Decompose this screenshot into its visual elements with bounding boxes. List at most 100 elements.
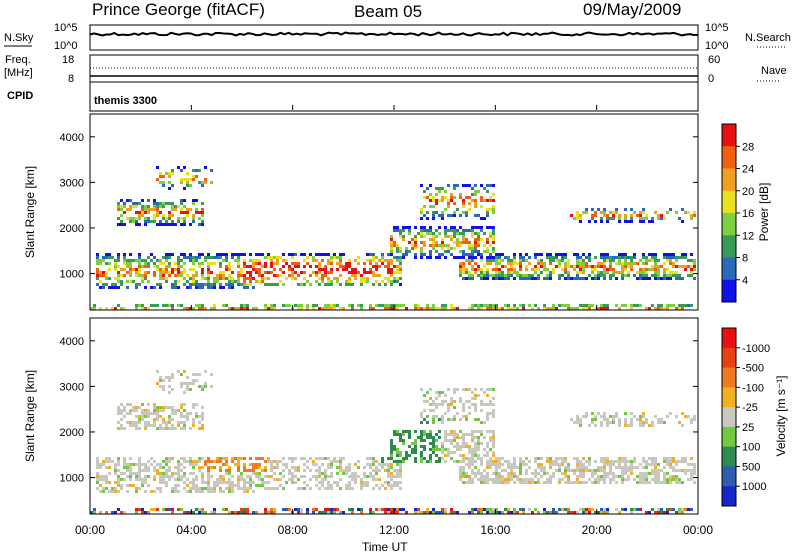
velocity-cell	[603, 508, 606, 511]
velocity-cell	[630, 472, 633, 475]
power-cell	[159, 175, 162, 178]
velocity-cell	[252, 490, 255, 493]
power-cell	[390, 244, 393, 247]
velocity-cell	[159, 406, 162, 409]
power-cell	[123, 268, 126, 271]
velocity-cell	[615, 508, 618, 511]
power-cell	[570, 214, 573, 217]
velocity-cell	[408, 433, 411, 436]
velocity-cell	[612, 418, 615, 421]
velocity-cell	[162, 475, 165, 478]
velocity-cell	[390, 484, 393, 487]
velocity-cell	[213, 511, 216, 514]
power-cell	[387, 271, 390, 274]
power-cell	[594, 307, 597, 310]
power-cell	[126, 259, 129, 262]
power-cell	[462, 277, 465, 280]
velocity-cell	[237, 511, 240, 514]
velocity-cell	[192, 466, 195, 469]
power-cell	[453, 256, 456, 259]
velocity-cell	[534, 472, 537, 475]
power-cell	[558, 262, 561, 265]
power-cell	[471, 229, 474, 232]
velocity-cell	[486, 394, 489, 397]
power-cell	[693, 265, 696, 268]
velocity-cell	[156, 427, 159, 430]
power-cell	[372, 283, 375, 286]
power-cell	[336, 268, 339, 271]
power-cell	[522, 259, 525, 262]
velocity-cell	[237, 484, 240, 487]
velocity-cell	[282, 475, 285, 478]
power-cell	[249, 253, 252, 256]
power-cell	[480, 199, 483, 202]
power-cell	[147, 307, 150, 310]
velocity-cell	[192, 478, 195, 481]
power-cell	[657, 214, 660, 217]
velocity-cell	[327, 466, 330, 469]
velocity-cell	[453, 400, 456, 403]
velocity-cell	[498, 460, 501, 463]
velocity-cell	[438, 418, 441, 421]
power-cell	[642, 277, 645, 280]
velocity-cell	[603, 460, 606, 463]
velocity-cell	[687, 508, 690, 511]
power-cell	[180, 178, 183, 181]
velocity-cell	[153, 409, 156, 412]
power-cell	[624, 274, 627, 277]
velocity-cell	[123, 457, 126, 460]
velocity-cell	[165, 406, 168, 409]
power-cell	[666, 304, 669, 307]
power-cell	[624, 256, 627, 259]
power-cell	[300, 271, 303, 274]
velocity-cell	[447, 388, 450, 391]
velocity-cell	[432, 418, 435, 421]
power-cell	[129, 262, 132, 265]
velocity-cell	[183, 457, 186, 460]
colorbar-swatch	[722, 235, 736, 258]
velocity-cell	[99, 484, 102, 487]
velocity-cell	[213, 490, 216, 493]
velocity-cell	[450, 451, 453, 454]
velocity-cell	[177, 370, 180, 373]
velocity-cell	[588, 457, 591, 460]
power-cell	[249, 274, 252, 277]
velocity-cell	[123, 472, 126, 475]
velocity-cell	[570, 418, 573, 421]
velocity-cell	[177, 490, 180, 493]
velocity-cell	[270, 463, 273, 466]
velocity-cell	[465, 388, 468, 391]
power-cell	[255, 307, 258, 310]
velocity-cell	[594, 418, 597, 421]
velocity-cell	[489, 430, 492, 433]
velocity-cell	[171, 409, 174, 412]
power-cell	[192, 274, 195, 277]
velocity-cell	[189, 382, 192, 385]
power-cell	[186, 280, 189, 283]
velocity-cell	[420, 457, 423, 460]
velocity-cell	[591, 481, 594, 484]
velocity-cell	[279, 460, 282, 463]
power-cell	[159, 220, 162, 223]
power-cell	[549, 307, 552, 310]
velocity-cell	[210, 373, 213, 376]
power-cell	[657, 304, 660, 307]
power-cell	[222, 304, 225, 307]
velocity-cell	[474, 451, 477, 454]
power-cell	[147, 280, 150, 283]
velocity-cell	[513, 457, 516, 460]
velocity-cell	[201, 478, 204, 481]
power-cell	[369, 253, 372, 256]
power-cell	[318, 277, 321, 280]
velocity-cell	[426, 508, 429, 511]
power-cell	[285, 262, 288, 265]
velocity-cell	[159, 379, 162, 382]
velocity-cell	[381, 466, 384, 469]
power-cell	[474, 238, 477, 241]
power-cell	[681, 307, 684, 310]
velocity-cell	[603, 418, 606, 421]
velocity-cell	[321, 511, 324, 514]
power-cell	[207, 268, 210, 271]
power-cell	[108, 253, 111, 256]
